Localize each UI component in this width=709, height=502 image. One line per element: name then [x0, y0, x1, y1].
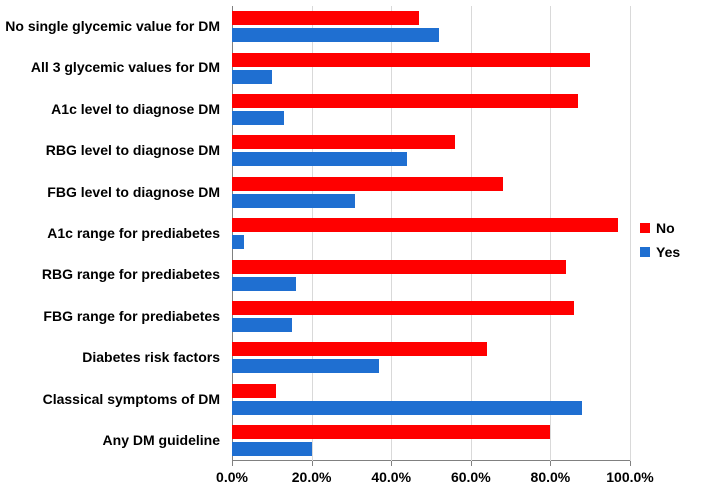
bar-yes	[232, 401, 582, 415]
x-tick-mark	[391, 461, 392, 466]
bar-no	[232, 218, 618, 232]
category-label: A1c level to diagnose DM	[0, 89, 220, 130]
bar-yes	[232, 318, 292, 332]
x-tick-label: 40.0%	[371, 469, 411, 485]
category-label: Classical symptoms of DM	[0, 379, 220, 420]
gridline	[471, 6, 472, 461]
plot-area	[232, 6, 630, 461]
category-label: FBG level to diagnose DM	[0, 172, 220, 213]
legend-label-yes: Yes	[656, 244, 680, 260]
legend-item-yes: Yes	[640, 244, 680, 260]
category-label: RBG level to diagnose DM	[0, 130, 220, 171]
x-tick-mark	[232, 461, 233, 466]
x-tick-mark	[630, 461, 631, 466]
legend-label-no: No	[656, 220, 675, 236]
bar-yes	[232, 194, 355, 208]
gridline	[391, 6, 392, 461]
bar-no	[232, 135, 455, 149]
x-tick-mark	[312, 461, 313, 466]
bar-no	[232, 94, 578, 108]
bar-yes	[232, 359, 379, 373]
category-label: A1c range for prediabetes	[0, 213, 220, 254]
legend: No Yes	[640, 220, 680, 268]
x-tick-label: 60.0%	[451, 469, 491, 485]
bar-yes	[232, 235, 244, 249]
gridline	[550, 6, 551, 461]
legend-swatch-yes	[640, 247, 650, 257]
x-tick-label: 0.0%	[216, 469, 248, 485]
category-label: FBG range for prediabetes	[0, 296, 220, 337]
category-label: Diabetes risk factors	[0, 337, 220, 378]
bar-no	[232, 53, 590, 67]
bar-no	[232, 342, 487, 356]
bar-yes	[232, 277, 296, 291]
x-tick-mark	[550, 461, 551, 466]
bar-yes	[232, 152, 407, 166]
bar-no	[232, 11, 419, 25]
category-label: Any DM guideline	[0, 420, 220, 461]
category-label: All 3 glycemic values for DM	[0, 47, 220, 88]
gridline	[630, 6, 631, 461]
bar-yes	[232, 111, 284, 125]
gridline	[312, 6, 313, 461]
x-tick-label: 20.0%	[292, 469, 332, 485]
bar-no	[232, 384, 276, 398]
bar-yes	[232, 442, 312, 456]
x-tick-label: 100.0%	[606, 469, 653, 485]
bar-no	[232, 425, 550, 439]
bar-no	[232, 260, 566, 274]
bar-no	[232, 177, 503, 191]
legend-swatch-no	[640, 223, 650, 233]
legend-item-no: No	[640, 220, 680, 236]
bar-no	[232, 301, 574, 315]
category-label: No single glycemic value for DM	[0, 6, 220, 47]
chart-container: No Yes 0.0% 20.0% 40.0% 60.0% 80.0% 100.0% No s…	[0, 0, 709, 502]
bar-yes	[232, 28, 439, 42]
x-tick-label: 80.0%	[531, 469, 571, 485]
x-tick-mark	[471, 461, 472, 466]
bar-yes	[232, 70, 272, 84]
category-label: RBG range for prediabetes	[0, 254, 220, 295]
